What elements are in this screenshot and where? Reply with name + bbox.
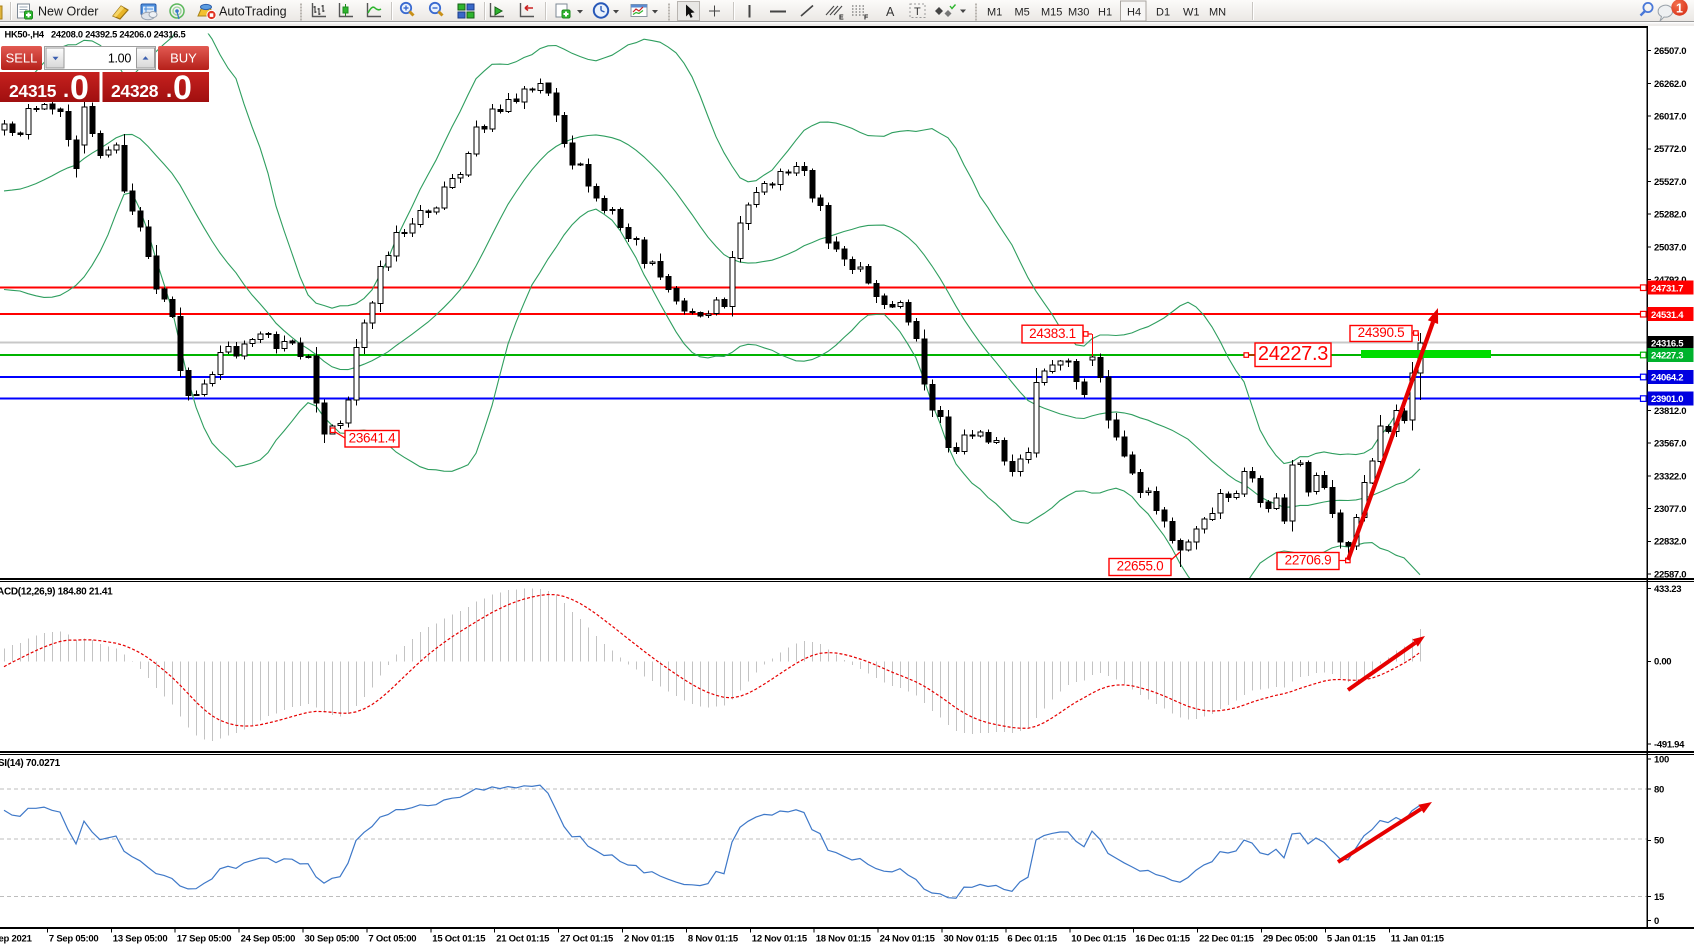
svg-text:24227.3: 24227.3 <box>1258 343 1328 365</box>
svg-text:433.23: 433.23 <box>1654 584 1681 595</box>
svg-text:24531.4: 24531.4 <box>1651 310 1684 321</box>
svg-text:M30: M30 <box>1068 6 1089 18</box>
svg-text:25282.0: 25282.0 <box>1654 210 1686 221</box>
svg-text:D1: D1 <box>1156 6 1170 18</box>
svg-text:1: 1 <box>1676 1 1683 15</box>
svg-text:5 Jan 01:15: 5 Jan 01:15 <box>1327 934 1376 945</box>
svg-text:0: 0 <box>1654 916 1659 927</box>
svg-text:1.00: 1.00 <box>108 52 131 66</box>
svg-text:HK50-,H4: HK50-,H4 <box>5 30 45 40</box>
svg-text:24208.0 24392.5 24206.0 24316.: 24208.0 24392.5 24206.0 24316.5 <box>51 30 186 40</box>
svg-text:10 Dec 01:15: 10 Dec 01:15 <box>1071 934 1127 945</box>
svg-text:RSI(14) 70.0271: RSI(14) 70.0271 <box>0 758 61 769</box>
svg-text:27 Oct 01:15: 27 Oct 01:15 <box>560 934 614 945</box>
svg-text:25772.0: 25772.0 <box>1654 144 1686 155</box>
svg-text:23901.0: 23901.0 <box>1651 394 1683 405</box>
svg-text:0.00: 0.00 <box>1654 657 1671 668</box>
svg-text:23322.0: 23322.0 <box>1654 471 1686 482</box>
svg-text:0: 0 <box>173 69 192 107</box>
svg-text:25527.0: 25527.0 <box>1654 177 1686 188</box>
svg-text:21 Oct 01:15: 21 Oct 01:15 <box>496 934 550 945</box>
svg-text:8 Nov 01:15: 8 Nov 01:15 <box>688 934 739 945</box>
svg-text:24064.2: 24064.2 <box>1651 373 1683 384</box>
svg-text:.: . <box>166 77 172 102</box>
svg-text:29 Dec 05:00: 29 Dec 05:00 <box>1263 934 1318 945</box>
svg-text:New Order: New Order <box>38 5 98 19</box>
svg-text:-491.94: -491.94 <box>1654 739 1685 750</box>
svg-text:23812.0: 23812.0 <box>1654 406 1686 417</box>
svg-text:30 Sep 05:00: 30 Sep 05:00 <box>305 934 360 945</box>
svg-text:M1: M1 <box>987 6 1002 18</box>
svg-text:15 Oct 01:15: 15 Oct 01:15 <box>432 934 486 945</box>
svg-text:H1: H1 <box>1098 6 1112 18</box>
svg-text:22 Dec 01:15: 22 Dec 01:15 <box>1199 934 1255 945</box>
svg-text:23567.0: 23567.0 <box>1654 439 1686 450</box>
svg-text:24 Sep 05:00: 24 Sep 05:00 <box>241 934 296 945</box>
svg-text:.: . <box>63 77 69 102</box>
svg-text:24731.7: 24731.7 <box>1651 283 1683 294</box>
svg-text:A: A <box>886 5 895 19</box>
svg-text:22655.0: 22655.0 <box>1117 559 1164 574</box>
svg-text:26262.0: 26262.0 <box>1654 79 1686 90</box>
svg-text:30 Nov 01:15: 30 Nov 01:15 <box>944 934 1000 945</box>
svg-text:18 Nov 01:15: 18 Nov 01:15 <box>816 934 872 945</box>
svg-text:T: T <box>914 6 921 18</box>
svg-text:26017.0: 26017.0 <box>1654 112 1686 123</box>
svg-text:24316.5: 24316.5 <box>1651 339 1684 350</box>
svg-text:12 Nov 01:15: 12 Nov 01:15 <box>752 934 808 945</box>
svg-text:100: 100 <box>1654 754 1669 765</box>
svg-text:MN: MN <box>1209 6 1226 18</box>
svg-text:7 Sep 05:00: 7 Sep 05:00 <box>49 934 99 945</box>
svg-text:24383.1: 24383.1 <box>1029 326 1076 341</box>
svg-text:W1: W1 <box>1183 6 1200 18</box>
svg-text:2 Nov 01:15: 2 Nov 01:15 <box>624 934 675 945</box>
svg-text:M15: M15 <box>1041 6 1062 18</box>
svg-text:1 Sep 2021: 1 Sep 2021 <box>0 934 33 945</box>
svg-text:6 Dec 01:15: 6 Dec 01:15 <box>1007 934 1058 945</box>
svg-text:16 Dec 01:15: 16 Dec 01:15 <box>1135 934 1191 945</box>
svg-text:23077.0: 23077.0 <box>1654 504 1686 515</box>
svg-text:24390.5: 24390.5 <box>1358 325 1405 340</box>
svg-text:F: F <box>864 15 869 22</box>
svg-text:80: 80 <box>1654 785 1664 796</box>
svg-text:24328: 24328 <box>111 81 159 101</box>
svg-text:24227.3: 24227.3 <box>1651 351 1683 362</box>
svg-text:17 Sep 05:00: 17 Sep 05:00 <box>177 934 232 945</box>
svg-text:15: 15 <box>1654 892 1665 903</box>
svg-text:24315: 24315 <box>9 81 57 101</box>
svg-text:BUY: BUY <box>170 51 197 66</box>
svg-text:SELL: SELL <box>6 51 38 66</box>
svg-text:H4: H4 <box>1127 6 1141 18</box>
svg-text:24 Nov 01:15: 24 Nov 01:15 <box>880 934 936 945</box>
svg-text:22587.0: 22587.0 <box>1654 569 1686 580</box>
svg-text:23641.4: 23641.4 <box>349 430 396 445</box>
svg-text:22832.0: 22832.0 <box>1654 537 1686 548</box>
svg-text:13 Sep 05:00: 13 Sep 05:00 <box>113 934 168 945</box>
svg-text:50: 50 <box>1654 836 1664 847</box>
svg-text:24792.0: 24792.0 <box>1654 275 1686 286</box>
svg-text:26507.0: 26507.0 <box>1654 46 1686 57</box>
svg-text:M5: M5 <box>1015 6 1030 18</box>
svg-text:E: E <box>839 15 844 22</box>
svg-text:MACD(12,26,9) 184.80 21.41: MACD(12,26,9) 184.80 21.41 <box>0 587 113 598</box>
svg-text:22706.9: 22706.9 <box>1285 553 1332 568</box>
svg-text:0: 0 <box>70 69 89 107</box>
svg-text:AutoTrading: AutoTrading <box>219 5 287 19</box>
svg-text:11 Jan 01:15: 11 Jan 01:15 <box>1391 934 1445 945</box>
svg-text:25037.0: 25037.0 <box>1654 242 1686 253</box>
svg-text:7 Oct 05:00: 7 Oct 05:00 <box>368 934 416 945</box>
